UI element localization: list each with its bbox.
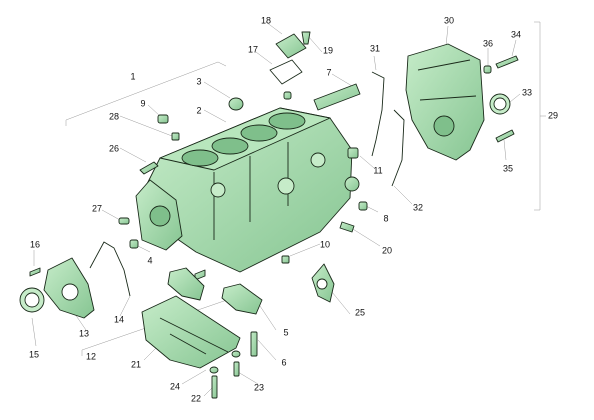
washer-24 [209,366,219,374]
callout-31: 31 [369,43,381,54]
callout-12: 12 [85,351,97,362]
callout-35: 35 [502,163,514,174]
callout-9: 9 [140,98,146,109]
tube [313,83,361,111]
bolt-22 [211,375,218,399]
callout-21: 21 [130,359,142,370]
bearing-cap-left [167,267,205,301]
crank-bore [149,205,171,227]
rear-cover-bore [61,283,79,301]
dowel-36 [483,65,492,74]
callout-34: 34 [510,29,522,40]
callout-2: 2 [196,105,202,116]
bolt-6 [250,331,258,357]
cylinder-block [145,107,353,273]
callout-27: 27 [91,203,103,214]
rear-gasket [89,241,131,297]
callout-18: 18 [260,15,272,26]
callout-29: 29 [547,110,559,121]
callout-19: 19 [322,45,334,56]
callout-15: 15 [28,349,40,360]
callout-30: 30 [443,15,455,26]
callout-16: 16 [29,239,41,250]
callout-13: 13 [78,328,90,339]
callout-33: 33 [521,87,533,98]
callout-28: 28 [108,111,120,122]
oil-pan [141,295,241,369]
callout-5: 5 [283,327,289,338]
cover-plate-25-hole [316,278,328,290]
bolt-35 [495,129,515,143]
front-gasket [371,71,385,157]
callout-22: 22 [190,393,202,404]
callout-6: 6 [281,357,287,368]
callout-25: 25 [354,307,366,318]
callout-4: 4 [147,255,153,266]
bolt-23 [233,361,240,377]
callout-8: 8 [383,213,389,224]
callout-20: 20 [381,245,393,256]
front-gasket-2 [391,109,405,187]
rear-seal-bore [24,292,40,308]
bolt-34 [495,55,519,69]
callout-10: 10 [319,239,331,250]
callout-32: 32 [412,202,424,213]
bearing-cap-right [221,283,263,315]
timing-cover [405,43,485,161]
callout-23: 23 [253,382,265,393]
callout-26: 26 [108,143,120,154]
callout-1: 1 [130,71,136,82]
front-seal-bore [493,97,507,111]
callout-36: 36 [482,38,494,49]
callout-11: 11 [373,165,383,176]
cover-gasket [269,59,303,85]
callout-14: 14 [113,314,125,325]
callout-7: 7 [326,67,332,78]
cover-plate [275,33,307,59]
callout-3: 3 [196,76,202,87]
washer-6b [231,350,241,358]
small-parts [29,31,368,281]
callout-17: 17 [247,44,259,55]
callout-24: 24 [169,381,181,392]
